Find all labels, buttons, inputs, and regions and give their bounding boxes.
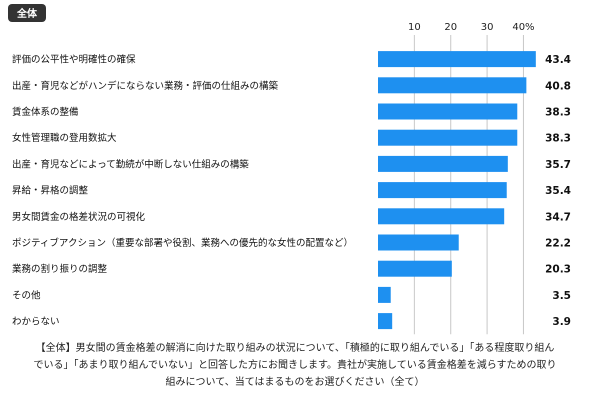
category-label: 業務の割り振りの調整	[12, 263, 108, 275]
x-tick-label: 20	[444, 22, 457, 33]
bar	[378, 286, 391, 303]
bar	[378, 51, 536, 68]
category-label: 出産・育児などがハンデにならない業務・評価の仕組みの構築	[12, 80, 279, 92]
x-tick-label: 30	[481, 22, 494, 33]
category-label: 出産・育児などによって勤続が中断しない仕組みの構築	[12, 158, 249, 170]
value-label: 38.3	[545, 133, 571, 145]
category-label: ポジティブアクション（重要な部署や役割、業務への優先的な女性の配置など）	[12, 237, 353, 249]
bar-chart: 全体 10 20 30 40% 評価の公平性や明確性の確保出産・育児などがハンデになら…	[8, 4, 571, 335]
caption-line: 組みについて、当てはまるものをお選びください（全て）	[165, 377, 425, 388]
value-label: 20.3	[545, 264, 571, 276]
category-labels: 評価の公平性や明確性の確保出産・育児などがハンデにならない業務・評価の仕組みの構…	[12, 54, 353, 328]
category-label: 賃金体系の整備	[12, 106, 79, 118]
value-label: 35.4	[545, 185, 571, 197]
bar	[378, 129, 518, 146]
tag-background	[8, 4, 46, 22]
bar	[378, 313, 393, 330]
category-label: その他	[12, 289, 41, 301]
x-tick-label: 10	[408, 22, 421, 33]
category-label: 昇給・昇格の調整	[12, 185, 89, 197]
caption-line: 【全体】男女間の賃金格差の解消に向けた取り組みの状況について、「積極的に取り組ん…	[35, 343, 555, 354]
value-labels: 43.4 40.8 38.3 38.3 35.7 35.4 34.7 22.2 20.3 3.5 3…	[545, 54, 571, 328]
value-label: 3.5	[552, 290, 571, 302]
x-axis-ticks: 10 20 30 40%	[408, 22, 535, 33]
bar	[378, 103, 518, 120]
tag-label: 全体	[16, 7, 38, 20]
value-label: 40.8	[545, 80, 571, 92]
category-label: 評価の公平性や明確性の確保	[12, 54, 136, 66]
value-label: 38.3	[545, 107, 571, 119]
tag-badge: 全体	[8, 4, 46, 22]
value-label: 43.4	[545, 54, 571, 66]
bar	[378, 208, 505, 225]
value-label: 3.9	[552, 316, 571, 328]
bars	[378, 51, 536, 330]
bar	[378, 260, 452, 277]
bar	[378, 182, 507, 199]
category-label: 女性管理職の登用数拡大	[12, 132, 117, 144]
caption: 【全体】男女間の賃金格差の解消に向けた取り組みの状況について、「積極的に取り組ん…	[6, 340, 584, 391]
value-label: 34.7	[545, 211, 571, 223]
caption-line: でいる」「あまり取り組んでいない」と回答した方にお聞きします。貴社が実施している…	[33, 360, 557, 371]
bar	[378, 77, 527, 94]
value-label: 22.2	[545, 238, 571, 250]
category-label: わからない	[12, 317, 60, 328]
category-label: 男女間賃金の格差状況の可視化	[12, 211, 146, 223]
bar	[378, 234, 459, 251]
bar	[378, 155, 508, 172]
x-tick-label: 40%	[512, 22, 534, 33]
value-label: 35.7	[545, 159, 571, 171]
